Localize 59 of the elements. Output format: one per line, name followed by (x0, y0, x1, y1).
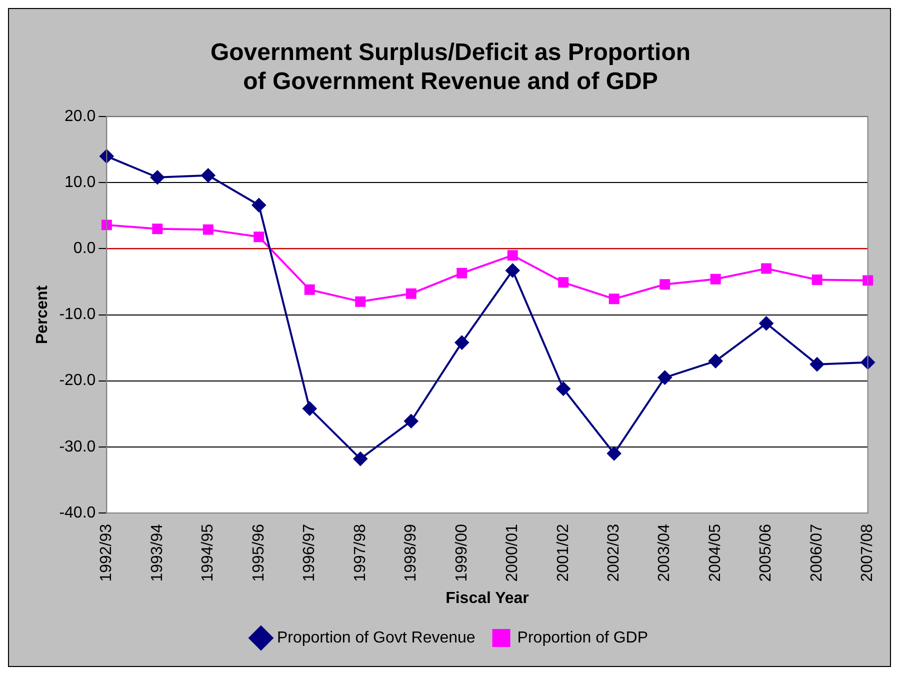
y-tick-label: -30.0 (59, 438, 96, 456)
y-tick-label: -10.0 (59, 306, 96, 324)
point (353, 452, 368, 466)
point (506, 264, 520, 278)
x-tick-label: 1999/00 (453, 524, 470, 582)
point (708, 354, 723, 368)
point (658, 370, 672, 385)
x-tick-label: 2004/05 (706, 524, 724, 582)
x-tick-label: 2002/03 (605, 524, 622, 582)
y-tick-label: 20.0 (64, 108, 96, 126)
point (507, 250, 518, 261)
x-tick-label: 1993/94 (148, 524, 166, 582)
point (201, 168, 216, 182)
point (812, 274, 822, 286)
x-axis-title: Fiscal Year (446, 590, 529, 607)
point (761, 263, 772, 274)
x-tick-label: 1992/93 (98, 524, 116, 582)
x-tick-label: 2006/07 (808, 524, 826, 582)
point (558, 277, 569, 288)
point (252, 198, 266, 212)
x-tick-label: 1997/98 (352, 524, 369, 582)
point (101, 220, 112, 230)
y-tick-label: -20.0 (59, 372, 96, 390)
x-tick-label: 1995/96 (250, 524, 268, 582)
x-tick-label: 2005/06 (758, 524, 775, 582)
y-tick-label: -40.0 (59, 504, 96, 522)
legend-label: Proportion of Govt Revenue (276, 629, 476, 646)
point (556, 382, 570, 396)
x-tick-label: 2001/02 (554, 524, 572, 582)
text: Government Surplus/Deficit as Proportion (210, 39, 691, 66)
legend-label: Proportion of GDP (517, 629, 648, 646)
point (304, 284, 315, 295)
point (862, 275, 874, 286)
x-tick-label: 2003/04 (656, 524, 674, 582)
y-axis-title: Percent (34, 284, 52, 344)
point (302, 402, 317, 416)
text: of Government Revenue and of GDP (243, 68, 658, 95)
x-tick-label: 2000/01 (504, 524, 522, 582)
x-tick-label: 1998/99 (402, 524, 420, 582)
x-tick-label: 2007/08 (859, 524, 876, 582)
x-tick-label: 1994/95 (200, 524, 217, 582)
point (710, 274, 721, 284)
y-tick-label: 10.0 (64, 174, 96, 192)
point (607, 446, 622, 461)
point (152, 224, 163, 234)
y-tick-label: 0.0 (73, 240, 96, 258)
point (355, 296, 366, 307)
point (608, 294, 620, 304)
point (759, 316, 774, 330)
point (660, 279, 670, 290)
point (404, 414, 418, 428)
point (150, 170, 164, 184)
point (454, 336, 469, 350)
point (202, 224, 214, 235)
x-tick-label: 1996/97 (301, 524, 318, 582)
point (810, 357, 824, 372)
point (254, 232, 264, 242)
point (406, 288, 416, 299)
point (456, 268, 468, 278)
